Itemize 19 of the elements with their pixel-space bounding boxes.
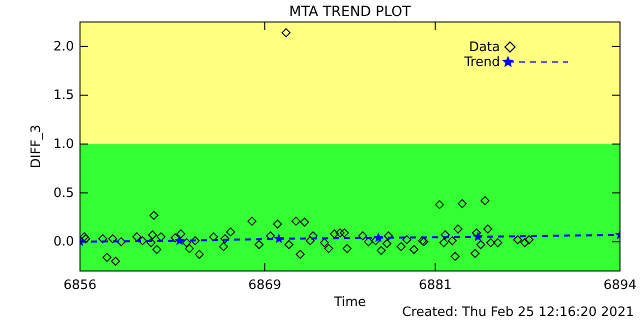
x-tick-label: 6856 — [63, 278, 97, 293]
x-tick-label: 6881 — [418, 278, 452, 293]
y-tick-label: 1.0 — [53, 137, 74, 152]
legend-label: Data — [468, 40, 500, 55]
point — [274, 234, 284, 243]
point — [374, 233, 383, 242]
y-tick-label: 0.0 — [53, 234, 74, 250]
chart-title: MTA TREND PLOT — [289, 4, 412, 20]
y-tick-label: 0.5 — [53, 186, 74, 201]
x-axis-title: Time — [333, 295, 366, 310]
y-tick-label: 1.5 — [53, 88, 74, 104]
y-tick-label: 2.0 — [53, 39, 74, 54]
x-tick-label: 6869 — [248, 278, 282, 293]
y-axis-title: DIFF_3 — [29, 124, 44, 168]
point — [474, 232, 482, 241]
point — [175, 236, 184, 244]
text: Created: Thu Feb 25 12:16:20 2021 — [402, 305, 634, 320]
legend-label: Trend — [463, 55, 500, 70]
x-tick-label: 6894 — [603, 278, 637, 293]
